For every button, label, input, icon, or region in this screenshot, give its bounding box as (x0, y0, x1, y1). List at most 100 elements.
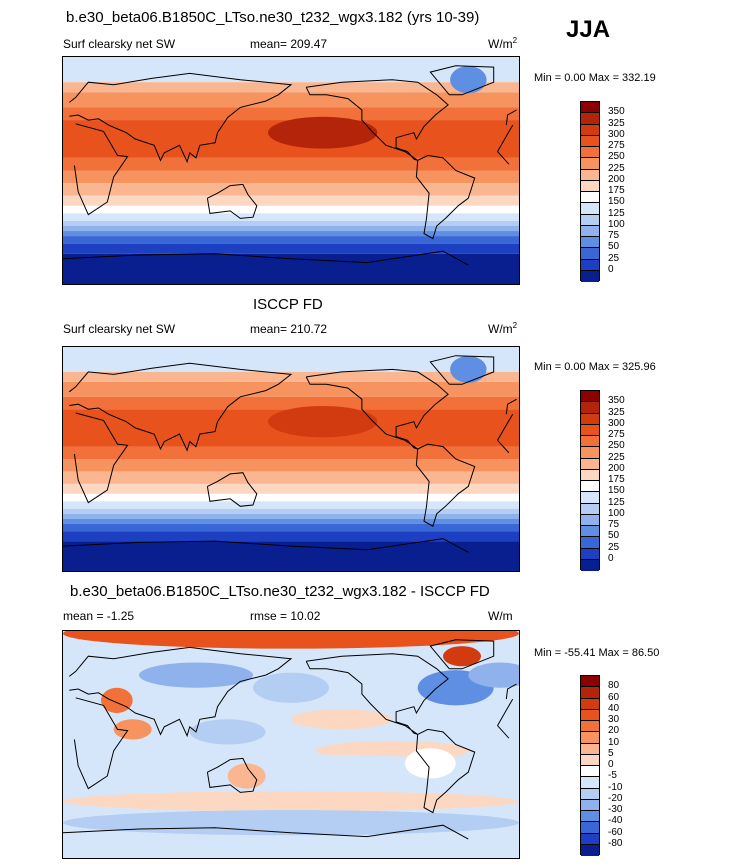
colorbar-swatch (581, 537, 599, 549)
field-band (63, 225, 519, 232)
colorbar-tick-label: 50 (608, 530, 620, 542)
field-patch (291, 709, 393, 730)
colorbar-tick-label: 175 (608, 474, 625, 485)
colorbar-tick-label: 275 (608, 140, 625, 151)
coastline (305, 653, 449, 735)
field-maximum (267, 116, 378, 149)
colorbar-tick-label: 350 (608, 106, 625, 118)
panel3-colorbar (580, 675, 600, 856)
field-greenland (450, 66, 487, 94)
panel1-minmax: Min = 0.00 Max = 332.19 (534, 72, 656, 84)
colorbar-swatch (581, 811, 599, 823)
field-band (63, 243, 519, 254)
panel3-rmse-label: rmse = 10.02 (250, 609, 321, 623)
coastline (63, 538, 469, 553)
colorbar-tick-label: 250 (608, 440, 625, 452)
field-patch (468, 662, 519, 688)
colorbar-swatch (581, 402, 599, 414)
field-maximum (267, 405, 378, 438)
colorbar-swatch (581, 135, 599, 147)
colorbar-swatch (581, 237, 599, 249)
colorbar-tick-label: -80 (608, 837, 623, 849)
colorbar-tick-label: 325 (608, 406, 625, 418)
colorbar-tick-label: 150 (608, 485, 625, 497)
field-patch (227, 763, 266, 789)
colorbar-tick-label: -30 (608, 804, 623, 815)
coastline (415, 728, 476, 814)
panel2-variable-label: Surf clearsky net SW (63, 322, 176, 336)
coastline (63, 250, 469, 266)
colorbar-swatch (581, 424, 599, 436)
panel2-title: ISCCP FD (253, 296, 323, 313)
colorbar-swatch (581, 833, 599, 845)
field-band (63, 381, 519, 397)
colorbar-tick-label: 5 (608, 747, 614, 759)
colorbar-swatch (581, 526, 599, 538)
colorbar-swatch (581, 698, 599, 710)
colorbar-swatch (581, 732, 599, 744)
field-patch (63, 631, 519, 649)
colorbar-swatch (581, 822, 599, 834)
field-band (63, 493, 519, 502)
panel3-minmax: Min = -55.41 Max = 86.50 (534, 647, 660, 659)
field-patch (63, 810, 519, 836)
panel1-colorbar (580, 101, 600, 282)
colorbar-tick-label: 200 (608, 462, 625, 474)
colorbar-tick-label: 0 (608, 759, 614, 770)
field-greenland (450, 355, 487, 383)
field-band (63, 92, 519, 108)
coastline (73, 123, 514, 216)
coastline (415, 154, 476, 240)
colorbar-swatch (581, 481, 599, 493)
field-patch (405, 748, 456, 779)
colorbar-tick-label: 100 (608, 507, 625, 519)
colorbar-tick-label: -10 (608, 781, 623, 793)
colorbar-tick-label: -60 (608, 826, 623, 838)
colorbar-swatch (581, 844, 599, 856)
colorbar-tick-label: 0 (608, 552, 614, 564)
panel1-variable-label: Surf clearsky net SW (63, 37, 176, 51)
coastline (68, 646, 517, 738)
field-patch (189, 719, 266, 745)
field-band (63, 220, 519, 226)
colorbar-tick-label: 10 (608, 736, 620, 748)
field-patch (63, 754, 519, 785)
colorbar-tick-label: -20 (608, 792, 623, 804)
coastline (305, 79, 449, 161)
field-patch (253, 672, 329, 703)
field-band (63, 513, 519, 519)
colorbar-swatch (581, 259, 599, 271)
field-band (63, 347, 519, 372)
panel2-mean-label: mean= 210.72 (250, 322, 328, 336)
colorbar-swatch (581, 709, 599, 721)
panel1-map (62, 56, 520, 285)
coastline (68, 362, 517, 452)
coastline (206, 183, 258, 219)
colorbar-tick-label: 30 (608, 714, 620, 725)
colorbar-swatch (581, 180, 599, 192)
colorbar-tick-label: 300 (608, 417, 625, 429)
field-band (63, 371, 519, 382)
colorbar-tick-label: 20 (608, 725, 620, 737)
colorbar-tick-label: 275 (608, 429, 625, 440)
colorbar-swatch (581, 158, 599, 170)
colorbar-swatch (581, 469, 599, 481)
colorbar-swatch (581, 436, 599, 448)
panel1-units: W/m2 (488, 36, 518, 51)
colorbar-swatch (581, 447, 599, 459)
colorbar-swatch (581, 102, 599, 114)
colorbar-tick-label: 300 (608, 128, 625, 140)
colorbar-tick-label: 125 (608, 207, 625, 219)
colorbar-swatch (581, 391, 599, 403)
colorbar-swatch (581, 413, 599, 425)
colorbar-swatch (581, 766, 599, 778)
field-band (63, 459, 519, 472)
field-band (63, 157, 519, 171)
field-band (63, 518, 519, 524)
colorbar-swatch (581, 687, 599, 699)
colorbar-tick-label: 250 (608, 151, 625, 163)
field-band (63, 501, 519, 509)
coastline (429, 639, 495, 670)
colorbar-tick-label: 25 (608, 541, 620, 553)
field-band (63, 523, 519, 532)
